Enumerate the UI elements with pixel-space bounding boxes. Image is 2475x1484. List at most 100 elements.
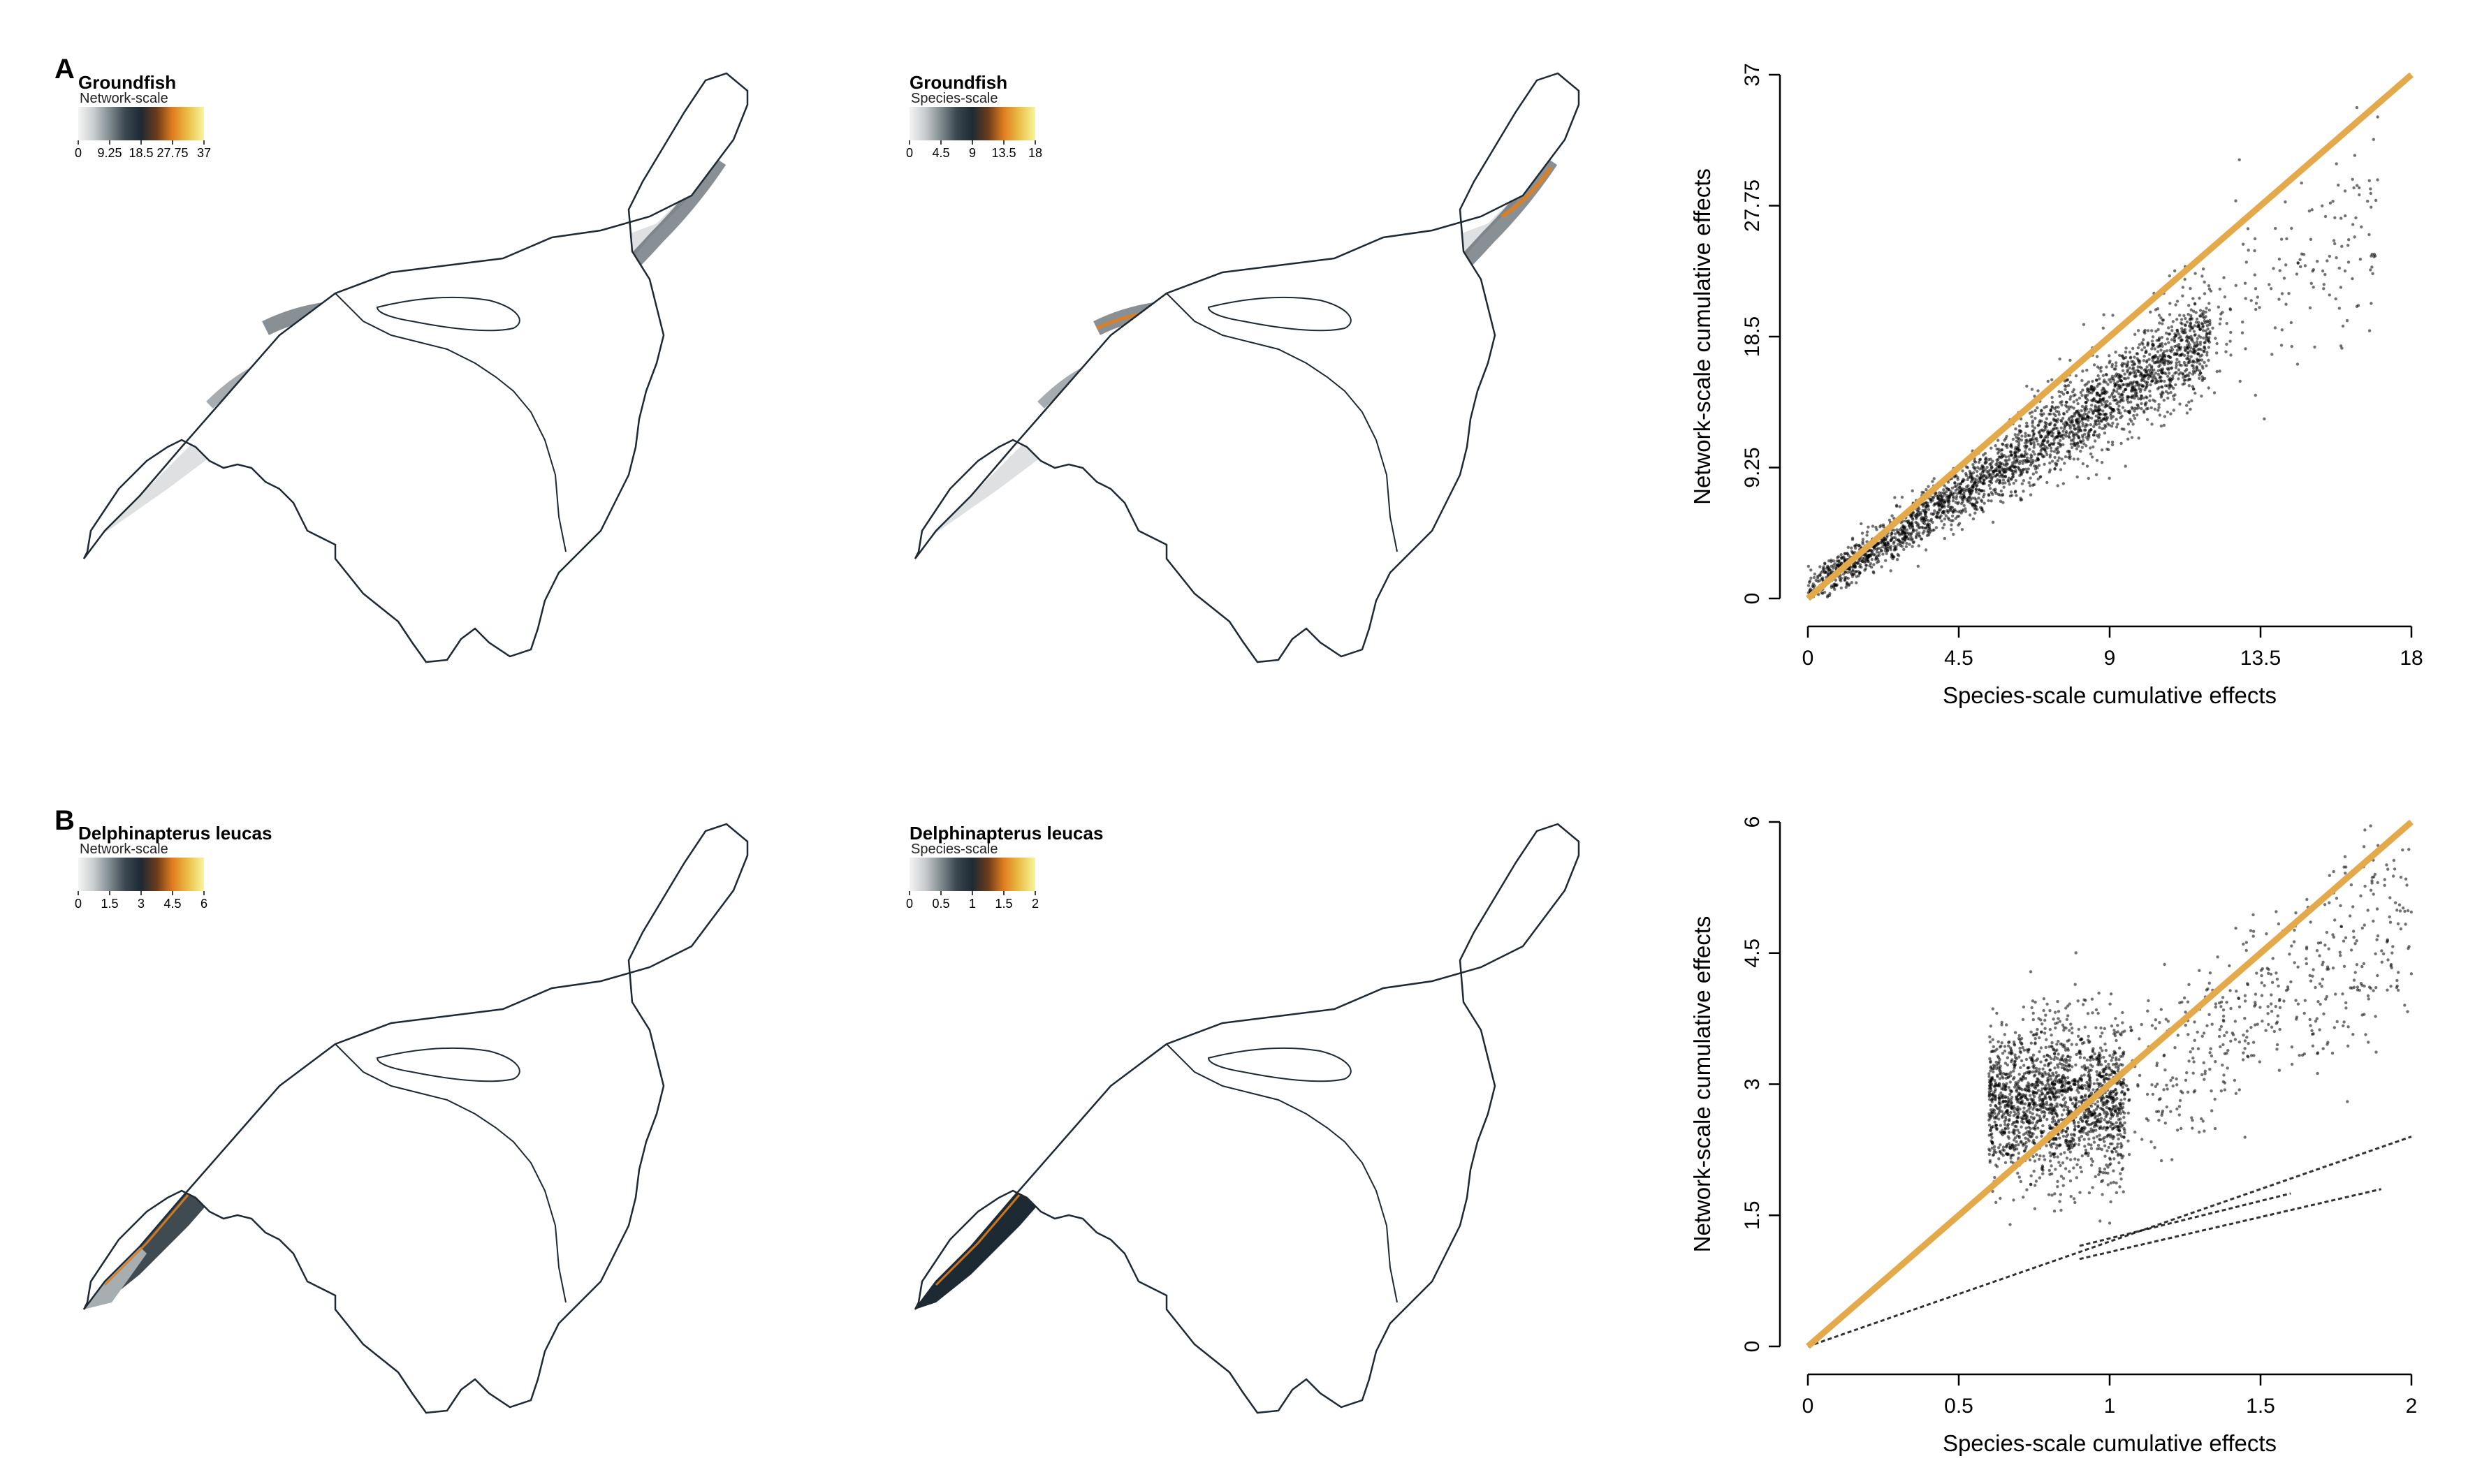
- data-point: [2161, 385, 2164, 389]
- data-point: [1990, 1126, 1993, 1130]
- data-point: [2050, 1172, 2054, 1176]
- data-point: [1952, 532, 1955, 536]
- data-point: [1989, 1086, 1992, 1089]
- data-point: [2358, 186, 2361, 190]
- data-point: [2339, 286, 2343, 289]
- data-point: [2036, 442, 2040, 446]
- data-point: [2302, 1011, 2306, 1015]
- data-point: [2087, 380, 2091, 384]
- data-point: [2212, 391, 2217, 395]
- data-point: [2121, 1123, 2124, 1127]
- data-point: [1921, 531, 1925, 535]
- data-point: [2065, 421, 2068, 425]
- data-point: [2097, 423, 2101, 426]
- data-point: [2121, 383, 2125, 386]
- data-point: [2073, 983, 2077, 986]
- data-point: [2290, 1062, 2294, 1066]
- data-point: [2111, 421, 2115, 425]
- data-point: [2169, 412, 2173, 416]
- data-point: [2003, 481, 2007, 485]
- data-point: [2178, 314, 2182, 317]
- data-point: [2029, 1030, 2033, 1034]
- data-point: [2098, 1034, 2103, 1038]
- data-point: [2087, 1143, 2091, 1146]
- data-point: [2009, 443, 2013, 446]
- data-point: [2059, 439, 2062, 442]
- data-point: [2140, 402, 2143, 406]
- data-point: [2245, 1029, 2249, 1033]
- data-point: [2052, 1057, 2056, 1061]
- data-point: [2185, 320, 2189, 324]
- legend-tick-label: 37: [197, 146, 211, 160]
- data-point: [2053, 467, 2057, 471]
- data-point: [2205, 324, 2209, 328]
- data-point: [2068, 1055, 2072, 1059]
- data-point: [2201, 367, 2205, 370]
- data-point: [2319, 941, 2323, 945]
- data-point: [2020, 439, 2024, 442]
- data-point: [2003, 1123, 2007, 1126]
- legend-tick-label: 27.75: [156, 146, 188, 160]
- data-point: [2034, 1070, 2037, 1073]
- data-point: [2175, 318, 2179, 321]
- data-point: [2140, 348, 2144, 352]
- data-point: [1931, 495, 1934, 499]
- data-point: [2116, 380, 2119, 384]
- data-point: [2040, 413, 2044, 418]
- data-point: [1976, 483, 1979, 487]
- data-point: [2105, 1110, 2108, 1114]
- data-point: [2090, 1055, 2094, 1058]
- data-point: [2156, 369, 2160, 372]
- data-point: [2147, 358, 2151, 361]
- data-point: [2093, 387, 2097, 390]
- data-point: [2119, 441, 2123, 446]
- data-point: [2241, 1058, 2245, 1061]
- data-point: [2354, 216, 2358, 220]
- data-point: [1971, 497, 1974, 500]
- data-point: [2340, 244, 2344, 248]
- data-point: [2059, 1208, 2063, 1212]
- data-point: [2173, 269, 2177, 272]
- data-point: [2130, 406, 2134, 409]
- data-point: [2107, 1133, 2110, 1137]
- data-point: [2066, 1004, 2070, 1008]
- data-point: [2111, 1126, 2115, 1130]
- data-point: [2037, 1089, 2040, 1092]
- data-point: [2103, 1027, 2106, 1031]
- data-point: [2112, 1029, 2116, 1032]
- data-point: [2095, 355, 2099, 358]
- data-point: [1861, 538, 1865, 541]
- data-point: [2049, 442, 2053, 446]
- data-point: [2118, 1122, 2122, 1126]
- data-point: [2041, 1067, 2045, 1071]
- data-point: [2256, 295, 2259, 299]
- data-point: [2057, 1118, 2061, 1122]
- data-point: [2215, 369, 2219, 374]
- data-point: [2164, 372, 2168, 376]
- data-point: [2343, 189, 2347, 193]
- data-point: [1951, 519, 1955, 522]
- data-point: [2083, 407, 2087, 411]
- data-point: [1818, 573, 1822, 577]
- data-point: [2013, 1066, 2016, 1070]
- data-point: [2101, 1049, 2104, 1052]
- data-point: [2315, 1017, 2319, 1020]
- data-point: [2023, 450, 2027, 453]
- data-point: [2117, 1108, 2121, 1112]
- data-point: [2031, 1112, 2034, 1116]
- data-point: [2117, 376, 2121, 380]
- data-point: [2062, 1026, 2066, 1029]
- data-point: [2195, 317, 2199, 321]
- data-point: [2103, 400, 2107, 404]
- data-point: [2015, 1108, 2019, 1112]
- legend-tick-label: 3: [138, 897, 145, 911]
- data-point: [2261, 1020, 2264, 1023]
- data-point: [2307, 210, 2312, 213]
- data-point: [2052, 1152, 2055, 1156]
- data-point: [2000, 1110, 2004, 1113]
- data-point: [2129, 400, 2133, 404]
- data-point: [2049, 409, 2052, 413]
- data-point: [2217, 305, 2220, 309]
- data-point: [1992, 1050, 1995, 1053]
